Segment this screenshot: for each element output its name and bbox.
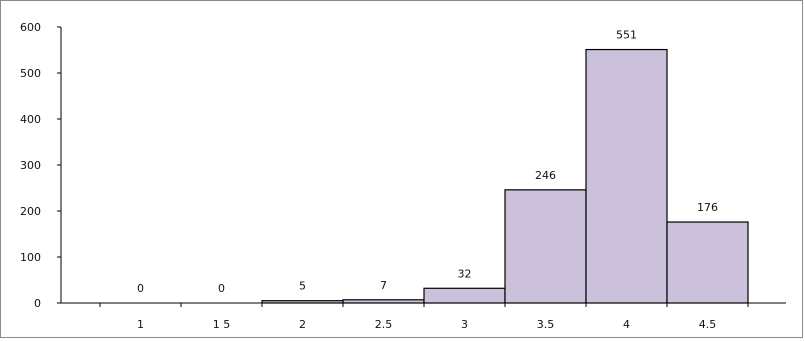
bar-value-label: 176 (697, 201, 718, 214)
bar-value-label: 246 (535, 169, 556, 182)
bar (423, 287, 506, 304)
bar-value-label: 7 (380, 279, 387, 292)
y-tick-label: 200 (20, 205, 41, 218)
x-tick-label: 1 (137, 318, 144, 331)
y-axis: 0 100 200 300 400 500 600 (20, 21, 62, 310)
bar (261, 300, 344, 304)
x-tick-label: 1 5 (213, 318, 231, 331)
x-tick-label: 4.5 (699, 318, 717, 331)
y-tick-label: 300 (20, 159, 41, 172)
y-tick-label: 400 (20, 113, 41, 126)
bar (342, 299, 425, 304)
bars (261, 48, 749, 304)
bar-value-label: 551 (616, 29, 637, 42)
x-tick-label: 4 (623, 318, 630, 331)
x-tick-label: 2.5 (375, 318, 393, 331)
y-tick-label: 600 (20, 21, 41, 34)
x-axis: 1 1 5 2 2.5 3 3.5 4 4.5 (61, 302, 786, 331)
x-tick-label: 3 (461, 318, 468, 331)
y-tick-label: 100 (20, 251, 41, 264)
bar (504, 189, 587, 304)
y-tick-label: 0 (34, 297, 41, 310)
y-tick-label: 500 (20, 67, 41, 80)
bar (666, 221, 749, 304)
data-labels: 0 0 5 7 32 246 551 176 (137, 29, 718, 295)
bar-value-label: 32 (458, 267, 472, 280)
bar-value-label: 0 (218, 282, 225, 295)
bar-value-label: 5 (299, 280, 306, 293)
bar-value-label: 0 (137, 282, 144, 295)
bar (585, 48, 668, 304)
x-tick-label: 2 (299, 318, 306, 331)
x-tick-label: 3.5 (537, 318, 555, 331)
